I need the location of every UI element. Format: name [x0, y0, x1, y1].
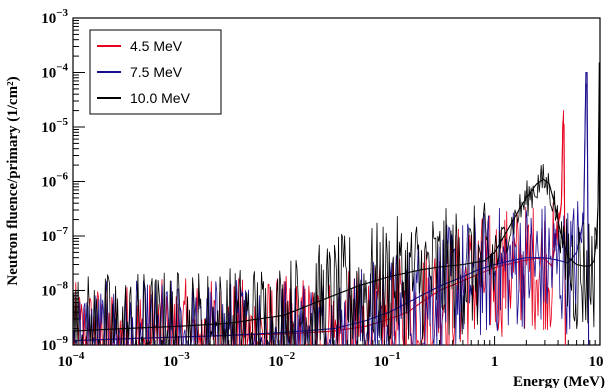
- x-tick-label: 10−4: [58, 350, 85, 370]
- y-tick-label: 10−3: [41, 7, 68, 27]
- series-envelope-2: [73, 71, 590, 345]
- series-layer: [73, 62, 600, 345]
- legend-label: 4.5 MeV: [130, 38, 183, 54]
- series-envelope-3: [73, 62, 600, 345]
- x-tick-label: 10−2: [268, 350, 295, 370]
- series-line-2: [73, 83, 589, 345]
- axis-layer: 10−4 10−3 10−2 10−1 1 10 10−9 10−8 10−7 10−6 10−5 1…: [41, 7, 603, 370]
- x-tick-label: 10−3: [163, 350, 190, 370]
- x-tick-label: 1: [491, 354, 499, 370]
- y-tick-label: 10−4: [41, 62, 68, 82]
- x-tick-label: 10: [589, 354, 604, 370]
- y-tick-label: 10−9: [41, 334, 68, 354]
- legend-label: 10.0 MeV: [130, 90, 191, 106]
- series-line-1: [73, 110, 566, 345]
- y-tick-label: 10−5: [41, 116, 68, 136]
- y-tick-label: 10−7: [41, 225, 68, 245]
- x-axis-title: Energy (MeV): [513, 374, 605, 388]
- y-axis-title: Neutron fluence/primary (1/cm²): [5, 76, 21, 285]
- legend: 4.5 MeV 7.5 MeV 10.0 MeV: [89, 29, 222, 115]
- x-tick-label: 10−1: [374, 350, 401, 370]
- legend-label: 7.5 MeV: [130, 64, 183, 80]
- y-tick-label: 10−8: [41, 280, 68, 300]
- y-tick-label: 10−6: [41, 171, 68, 191]
